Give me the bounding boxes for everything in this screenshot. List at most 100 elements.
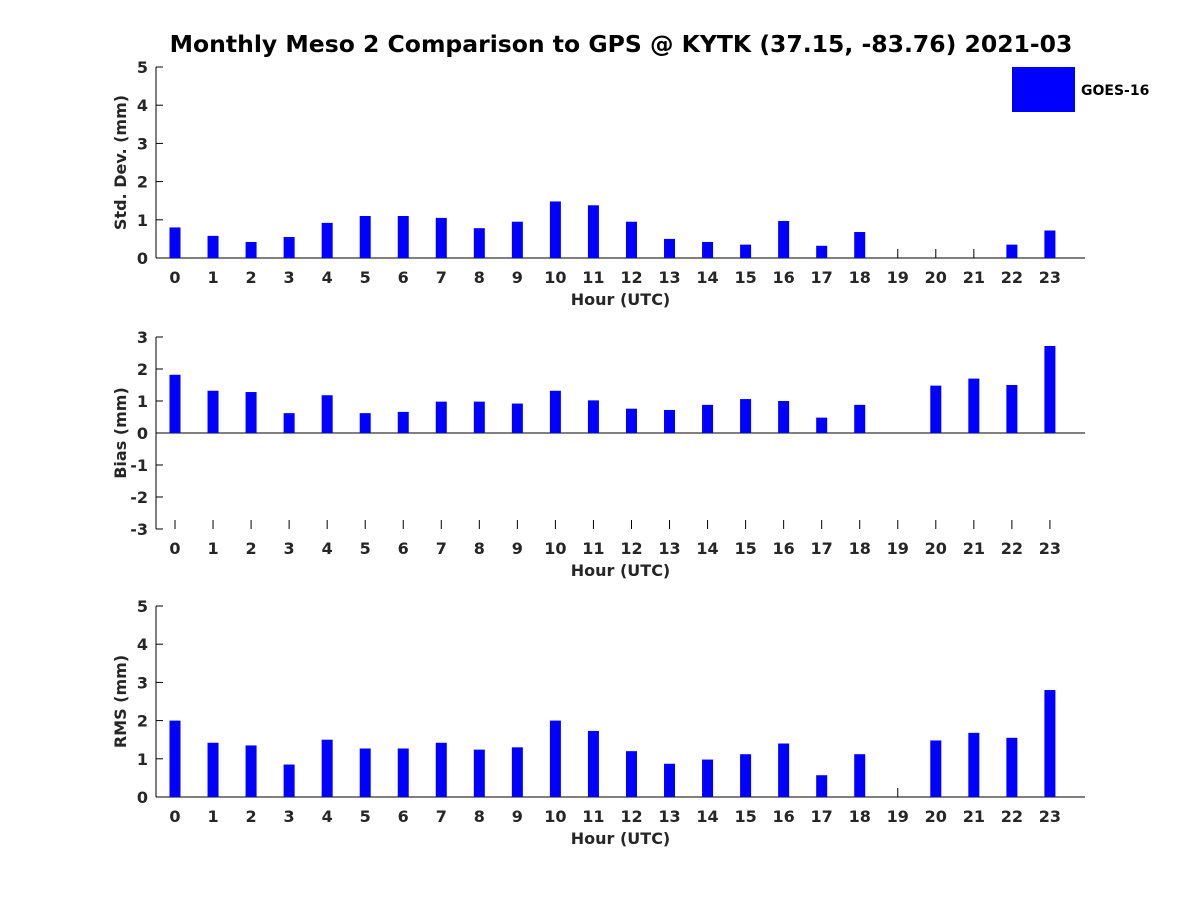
bar: [1044, 345, 1056, 433]
x-tick-label: 18: [849, 268, 871, 287]
bar: [625, 408, 637, 433]
x-tick-label: 10: [544, 807, 566, 826]
x-tick-label: 17: [811, 807, 833, 826]
x-tick-label: 1: [207, 807, 218, 826]
x-tick-label: 11: [582, 268, 604, 287]
y-tick-label: 5: [137, 58, 148, 77]
x-axis-label: Hour (UTC): [571, 829, 671, 848]
bar: [702, 241, 714, 258]
x-tick-label: 15: [734, 539, 756, 558]
x-tick-label: 9: [512, 268, 523, 287]
bar: [397, 215, 409, 258]
x-tick-label: 14: [696, 268, 718, 287]
bar: [778, 220, 790, 258]
x-tick-label: 7: [436, 807, 447, 826]
x-tick-label: 1: [207, 268, 218, 287]
x-tick-label: 2: [246, 268, 257, 287]
bar: [1006, 385, 1018, 433]
bar: [740, 244, 752, 258]
bar: [702, 759, 714, 797]
x-tick-label: 5: [360, 807, 371, 826]
x-axis-label: Hour (UTC): [571, 561, 671, 580]
x-tick-label: 5: [360, 268, 371, 287]
x-tick-label: 18: [849, 807, 871, 826]
x-tick-label: 20: [925, 268, 947, 287]
x-tick-label: 7: [436, 539, 447, 558]
bar: [283, 236, 295, 258]
y-tick-label: -3: [130, 520, 148, 539]
x-tick-label: 8: [474, 539, 485, 558]
bar: [816, 775, 828, 797]
bar: [1044, 690, 1056, 797]
bar: [473, 401, 485, 433]
x-tick-label: 2: [246, 539, 257, 558]
y-tick-label: 0: [137, 424, 148, 443]
bar: [169, 720, 181, 797]
bar: [664, 763, 676, 797]
x-tick-label: 16: [773, 807, 795, 826]
bar: [245, 241, 257, 258]
bar: [816, 245, 828, 258]
bar: [207, 235, 219, 258]
y-tick-label: 4: [137, 635, 148, 654]
chart-title: Monthly Meso 2 Comparison to GPS @ KYTK …: [169, 30, 1073, 58]
x-tick-label: 4: [322, 268, 333, 287]
y-axis-label: RMS (mm): [111, 655, 130, 748]
bar: [511, 403, 523, 433]
x-tick-label: 0: [169, 807, 180, 826]
bar: [283, 413, 295, 433]
x-tick-label: 4: [322, 539, 333, 558]
bar: [549, 720, 561, 797]
x-tick-label: 19: [887, 268, 909, 287]
x-tick-label: 16: [773, 268, 795, 287]
x-tick-label: 14: [696, 539, 718, 558]
x-tick-label: 12: [620, 268, 642, 287]
x-tick-label: 21: [963, 807, 985, 826]
x-tick-label: 1: [207, 539, 218, 558]
bar: [587, 400, 599, 433]
x-tick-label: 23: [1039, 807, 1061, 826]
x-tick-label: 19: [887, 539, 909, 558]
x-tick-label: 4: [322, 807, 333, 826]
x-tick-label: 6: [398, 268, 409, 287]
bar: [169, 227, 181, 258]
x-tick-label: 21: [963, 268, 985, 287]
x-tick-label: 17: [811, 539, 833, 558]
x-tick-label: 20: [925, 807, 947, 826]
legend-label: GOES-16: [1081, 83, 1149, 99]
y-tick-label: 3: [137, 328, 148, 347]
x-tick-label: 19: [887, 807, 909, 826]
y-tick-label: 2: [137, 712, 148, 731]
x-tick-label: 9: [512, 539, 523, 558]
x-tick-label: 22: [1001, 807, 1023, 826]
x-tick-label: 12: [620, 539, 642, 558]
bar: [435, 742, 447, 797]
bar: [473, 228, 485, 258]
legend-swatch: [1012, 67, 1075, 112]
bar: [968, 732, 980, 797]
bar: [549, 390, 561, 433]
bar: [473, 749, 485, 797]
x-tick-label: 0: [169, 539, 180, 558]
x-tick-label: 3: [284, 539, 295, 558]
x-tick-label: 3: [284, 268, 295, 287]
x-tick-label: 6: [398, 539, 409, 558]
x-tick-label: 23: [1039, 268, 1061, 287]
bar: [435, 401, 447, 433]
bar: [740, 754, 752, 797]
y-tick-label: 1: [137, 211, 148, 230]
x-tick-label: 12: [620, 807, 642, 826]
bar: [778, 401, 790, 433]
bar: [359, 215, 371, 258]
bar: [664, 238, 676, 258]
x-tick-label: 13: [658, 268, 680, 287]
bar: [511, 221, 523, 258]
x-tick-label: 23: [1039, 539, 1061, 558]
x-tick-label: 8: [474, 807, 485, 826]
bar: [207, 742, 219, 797]
bar: [740, 399, 752, 433]
y-tick-label: 1: [137, 750, 148, 769]
bar: [435, 217, 447, 258]
